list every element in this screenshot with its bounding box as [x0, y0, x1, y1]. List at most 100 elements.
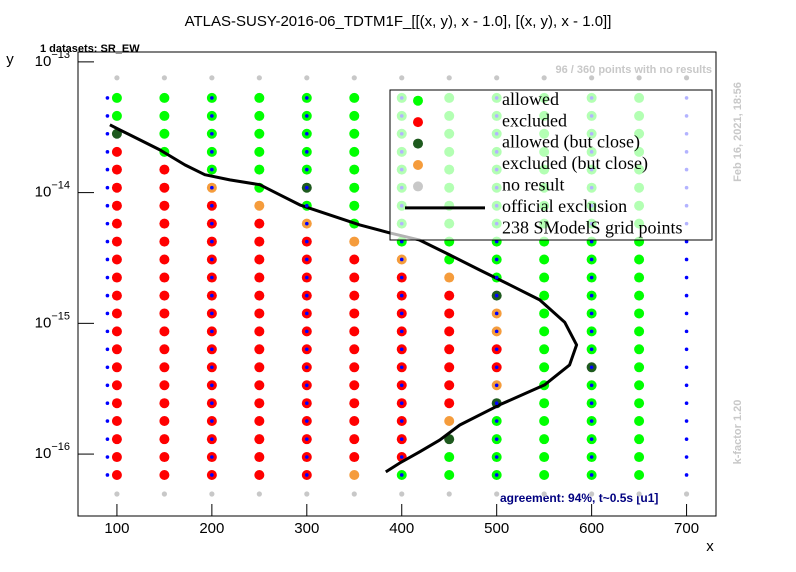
- data-point: [349, 146, 360, 157]
- data-point: [305, 365, 309, 370]
- data-point: [305, 401, 309, 405]
- data-point: [105, 473, 110, 477]
- data-point: [444, 362, 455, 373]
- data-point: [111, 254, 122, 265]
- data-point: [539, 254, 550, 265]
- data-point: [254, 218, 265, 229]
- x-tick-label: 100: [104, 520, 129, 537]
- data-point: [634, 452, 645, 463]
- data-point: [634, 254, 645, 265]
- data-point: [210, 419, 214, 423]
- data-point: [589, 455, 594, 459]
- data-point: [399, 473, 404, 477]
- data-point: [209, 491, 215, 497]
- data-point: [210, 329, 214, 334]
- y-tick-base: 10: [35, 314, 52, 331]
- x-tick-label: 200: [199, 520, 224, 537]
- data-point: [159, 308, 170, 319]
- data-point: [684, 419, 689, 423]
- data-point: [541, 75, 547, 81]
- data-point: [399, 455, 404, 459]
- data-point: [254, 326, 265, 337]
- data-point: [159, 398, 170, 409]
- data-point: [349, 380, 360, 391]
- data-point: [444, 326, 455, 337]
- data-point: [589, 311, 594, 316]
- data-point: [634, 272, 645, 283]
- x-tick-label: 300: [294, 520, 319, 537]
- data-point: [254, 362, 265, 373]
- data-point: [254, 272, 265, 283]
- data-point: [305, 96, 309, 100]
- data-point: [305, 311, 309, 316]
- data-point: [399, 75, 405, 81]
- data-point: [684, 275, 689, 280]
- data-point: [589, 75, 595, 81]
- data-point: [305, 150, 309, 154]
- data-point: [305, 329, 309, 334]
- data-point: [210, 96, 214, 100]
- data-point: [349, 200, 360, 211]
- data-point: [159, 434, 170, 445]
- data-point: [305, 221, 309, 226]
- data-point: [305, 437, 309, 441]
- data-point: [305, 455, 309, 459]
- legend-label: excluded (but close): [502, 153, 648, 174]
- data-point: [494, 365, 499, 370]
- data-point: [304, 75, 310, 81]
- data-point: [444, 308, 455, 319]
- data-point: [444, 272, 455, 283]
- legend-marker: [413, 138, 423, 149]
- data-point: [444, 344, 455, 355]
- data-point: [539, 308, 550, 319]
- data-point: [254, 200, 265, 211]
- x-tick-label: 600: [579, 520, 604, 537]
- data-point: [159, 272, 170, 283]
- data-point: [111, 362, 122, 373]
- data-point: [494, 383, 499, 388]
- legend-box: [389, 89, 713, 241]
- y-tick-base: 10: [35, 53, 52, 70]
- y-tick-label: 10−13: [35, 49, 70, 70]
- legend-label: excluded: [502, 110, 567, 130]
- legend-label: allowed (but close): [502, 132, 640, 153]
- data-point: [111, 110, 122, 121]
- data-point: [105, 293, 110, 298]
- data-point: [634, 469, 645, 480]
- exclusion-line: [109, 123, 579, 474]
- data-point: [684, 473, 689, 477]
- data-point: [349, 182, 360, 193]
- data-point: [210, 167, 214, 172]
- data-point: [159, 200, 170, 211]
- plot-frame: [77, 51, 717, 517]
- data-point: [589, 491, 595, 497]
- data-point: [159, 128, 170, 139]
- data-point: [105, 167, 110, 172]
- data-point: [209, 75, 215, 81]
- data-point: [159, 254, 170, 265]
- data-point: [105, 150, 110, 154]
- data-point: [539, 326, 550, 337]
- data-point: [111, 344, 122, 355]
- data-point: [444, 469, 455, 480]
- data-point: [634, 398, 645, 409]
- data-point: [105, 437, 110, 441]
- data-point: [684, 257, 689, 262]
- data-point: [349, 272, 360, 283]
- data-point: [684, 437, 689, 441]
- data-point: [539, 344, 550, 355]
- data-point: [210, 203, 214, 208]
- data-point: [305, 257, 309, 262]
- data-point: [399, 419, 404, 423]
- data-point: [111, 236, 122, 247]
- data-point: [634, 290, 645, 301]
- data-point: [105, 185, 110, 190]
- data-point: [399, 491, 405, 497]
- y-tick-exponent: −15: [51, 310, 70, 322]
- data-point: [305, 275, 309, 280]
- data-point: [351, 491, 357, 497]
- data-point: [399, 401, 404, 405]
- legend-label: allowed: [502, 89, 559, 109]
- data-point: [494, 239, 499, 244]
- data-point: [494, 473, 499, 477]
